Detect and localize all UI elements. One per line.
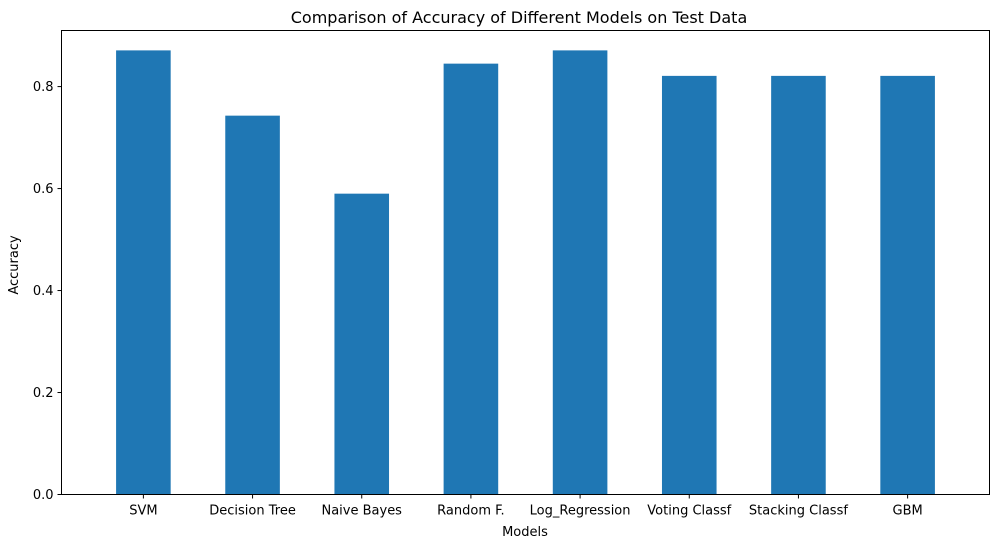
bar-5 xyxy=(661,75,717,495)
x-tick-label: Decision Tree xyxy=(209,504,296,519)
bar-0 xyxy=(116,50,171,495)
y-tick-label: 0.4 xyxy=(33,284,54,299)
x-tick-label: Stacking Classf xyxy=(749,504,848,519)
bar-7 xyxy=(880,75,935,495)
y-axis-ticks: 0.0 0.2 0.4 0.6 0.8 xyxy=(33,80,62,503)
plot-frame xyxy=(61,30,990,495)
bars-group xyxy=(116,50,935,495)
y-tick-label: 0.8 xyxy=(33,80,54,95)
y-tick-label: 0.6 xyxy=(33,182,54,197)
y-tick-label: 0.0 xyxy=(33,488,54,503)
x-axis-ticks: SVM Decision Tree Naive Bayes Random F. Log_… xyxy=(129,494,923,519)
bar-2 xyxy=(334,193,390,495)
x-tick-label: SVM xyxy=(129,504,157,519)
bar-1 xyxy=(225,115,280,495)
x-tick-label: GBM xyxy=(893,504,923,519)
x-axis-label: Models xyxy=(502,525,548,540)
bar-3 xyxy=(443,63,499,495)
y-axis-label: Accuracy xyxy=(7,235,22,295)
y-tick-label: 0.2 xyxy=(33,386,54,401)
x-tick-label: Naive Bayes xyxy=(321,504,402,519)
x-tick-label: Log_Regression xyxy=(530,504,631,519)
chart-title: Comparison of Accuracy of Different Mode… xyxy=(291,8,748,27)
x-tick-label: Random F. xyxy=(437,504,504,519)
bar-4 xyxy=(552,50,608,495)
bar-6 xyxy=(771,75,826,495)
x-tick-label: Voting Classf xyxy=(647,504,731,519)
